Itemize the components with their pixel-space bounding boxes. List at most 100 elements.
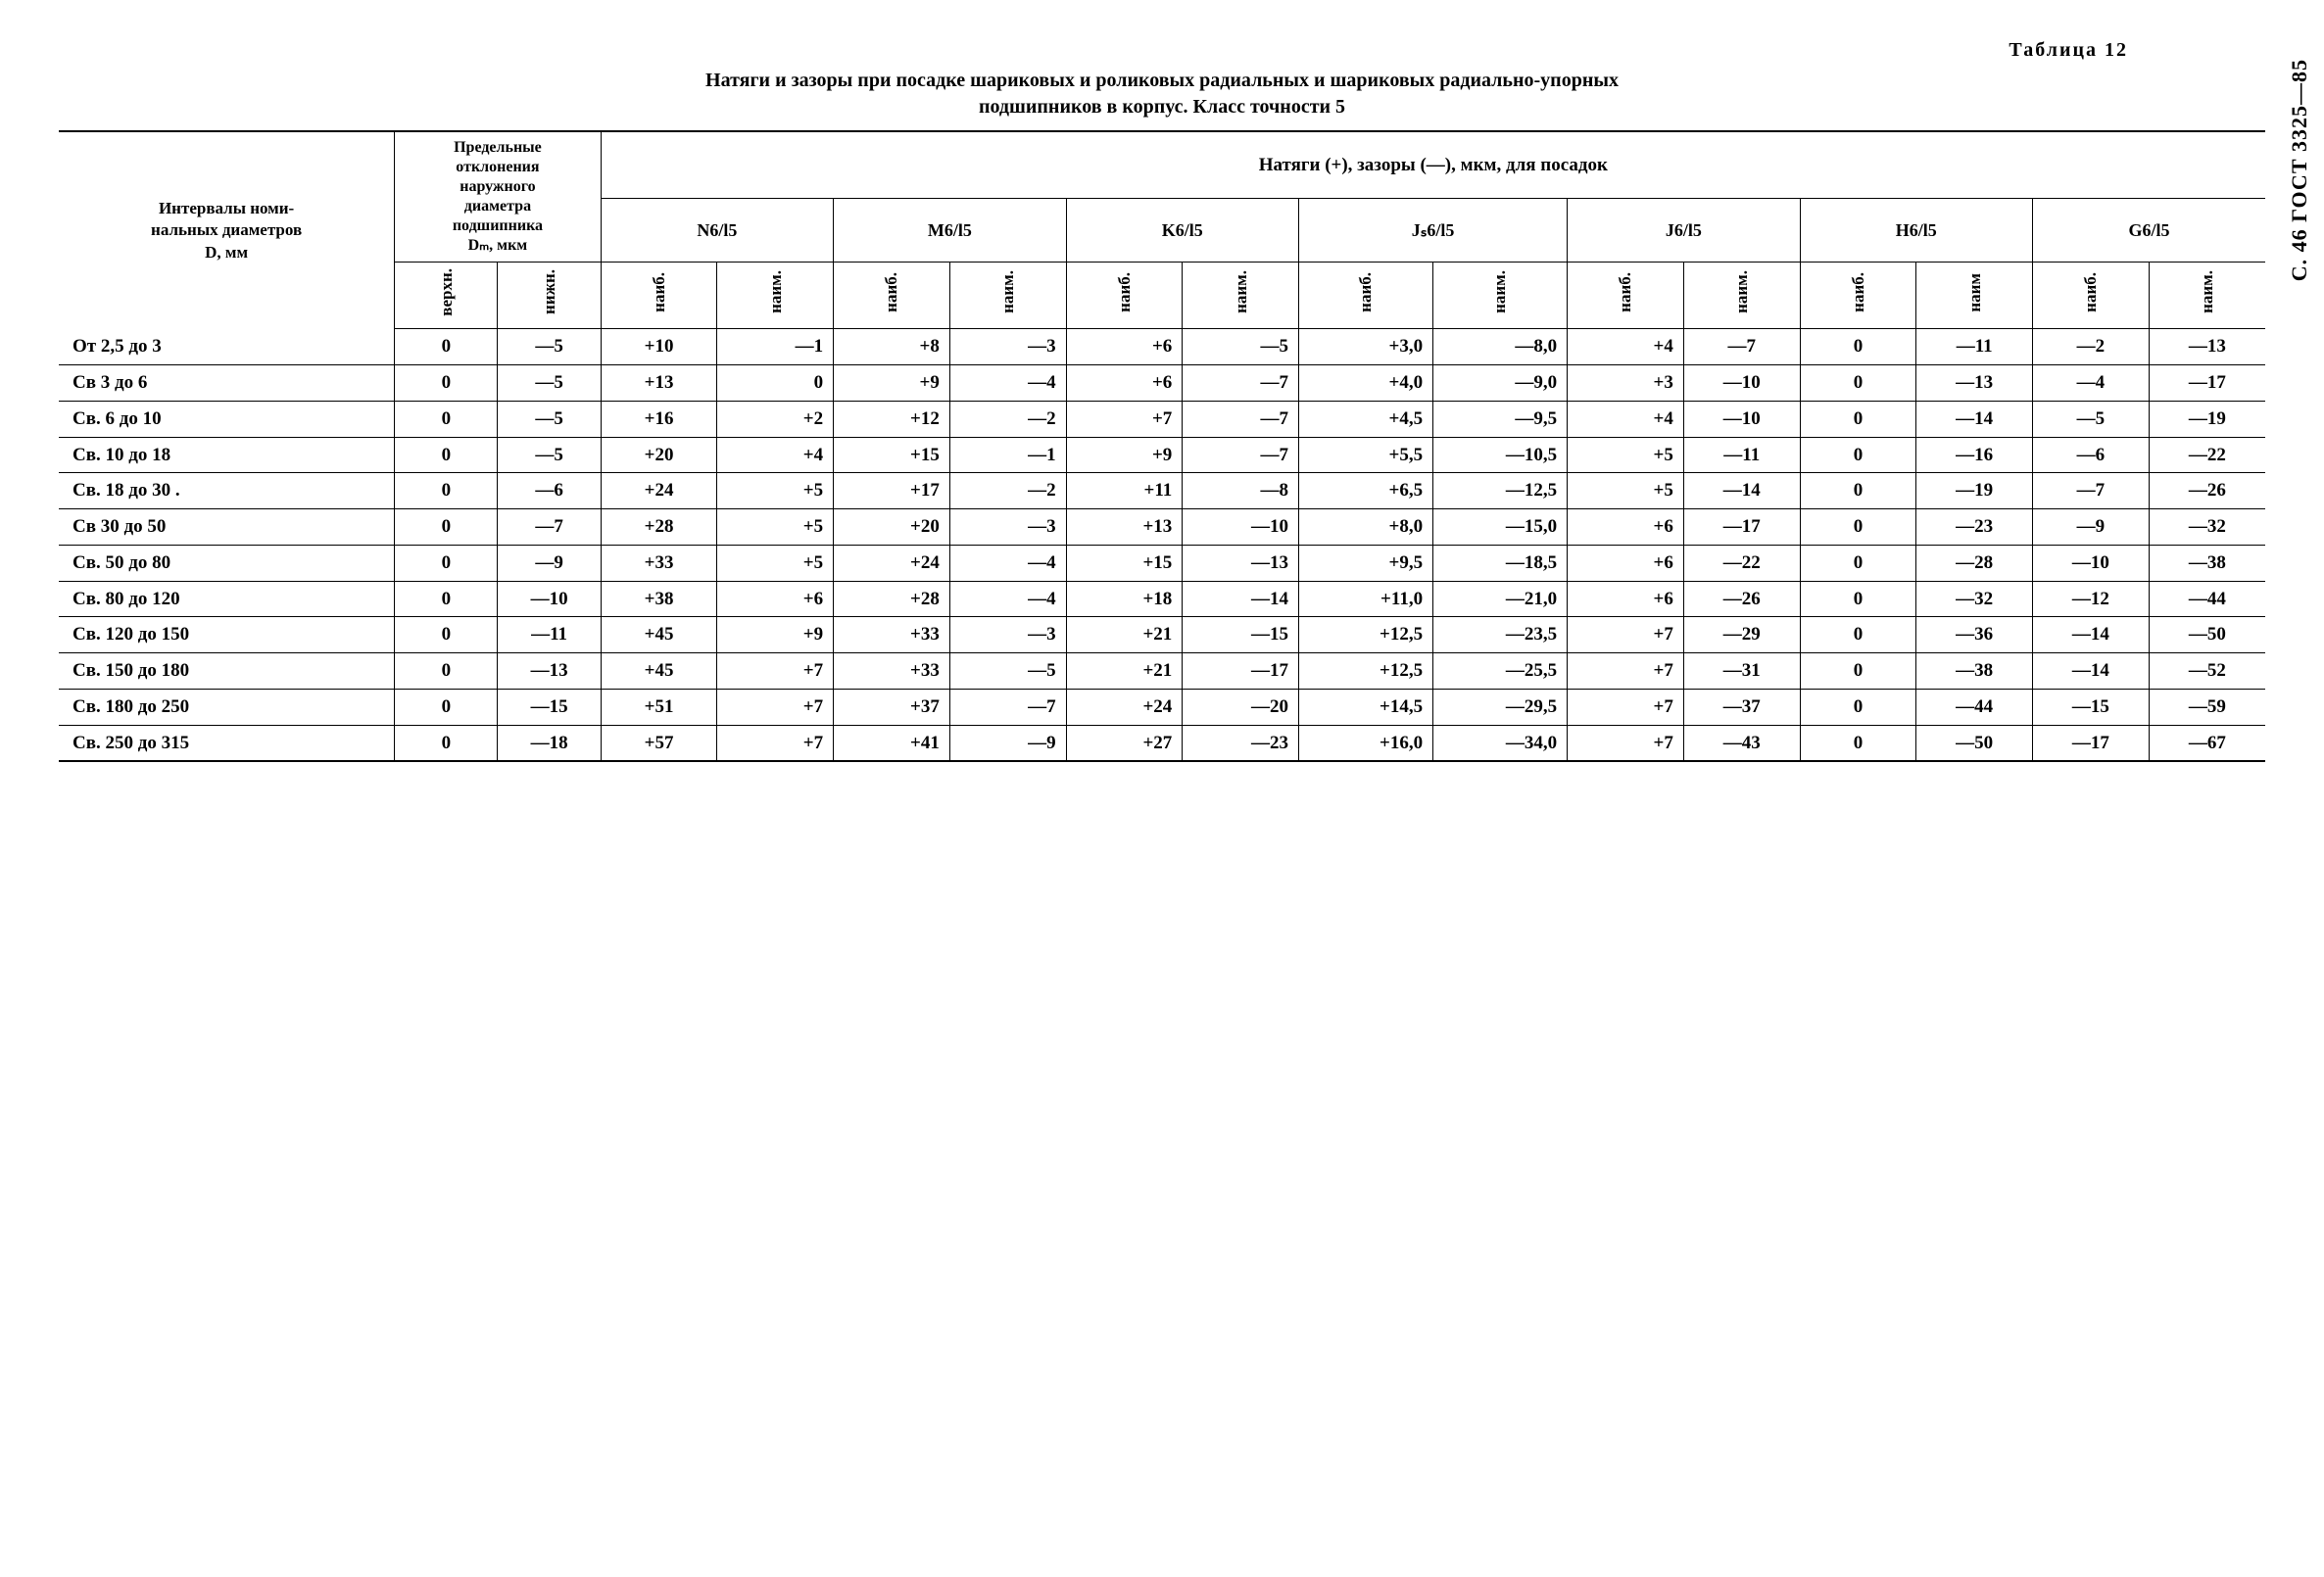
cell-lower: —15	[498, 689, 601, 725]
cell-n-max: +10	[601, 329, 717, 365]
table-number: Таблица 12	[59, 39, 2128, 62]
cell-h-min: —19	[1916, 473, 2033, 509]
cell-k-min: —14	[1183, 581, 1299, 617]
cell-j-min: —10	[1683, 401, 1800, 437]
hdr-dev-upper: верхн.	[395, 263, 498, 329]
cell-g-min: —13	[2149, 329, 2265, 365]
cell-j-max: +3	[1568, 365, 1684, 402]
cell-upper: 0	[395, 581, 498, 617]
cell-lower: —9	[498, 545, 601, 581]
cell-interval: Св. 18 до 30 .	[59, 473, 395, 509]
cell-n-min: +2	[717, 401, 834, 437]
cell-h-min: —44	[1916, 689, 2033, 725]
cell-js-max: +6,5	[1299, 473, 1433, 509]
hdr-m6-min: наим.	[949, 263, 1066, 329]
cell-k-min: —7	[1183, 365, 1299, 402]
title-line2: подшипников в корпус. Класс точности 5	[979, 96, 1345, 118]
cell-k-min: —7	[1183, 437, 1299, 473]
hdr-k6-min: наим.	[1183, 263, 1299, 329]
hdr-fits-spanner: Натяги (+), зазоры (—), мкм, для посадок	[601, 131, 2265, 198]
cell-n-min: +5	[717, 545, 834, 581]
cell-h-max: 0	[1800, 473, 1916, 509]
cell-n-max: +51	[601, 689, 717, 725]
cell-k-min: —20	[1183, 689, 1299, 725]
cell-js-max: +11,0	[1299, 581, 1433, 617]
cell-interval: Св 3 до 6	[59, 365, 395, 402]
cell-h-min: —13	[1916, 365, 2033, 402]
cell-js-min: —18,5	[1433, 545, 1568, 581]
cell-h-max: 0	[1800, 509, 1916, 546]
hdr-g6-max: наиб.	[2033, 263, 2150, 329]
cell-k-max: +11	[1066, 473, 1183, 509]
cell-m-min: —5	[949, 653, 1066, 690]
cell-h-min: —16	[1916, 437, 2033, 473]
cell-upper: 0	[395, 329, 498, 365]
cell-n-min: 0	[717, 365, 834, 402]
cell-h-max: 0	[1800, 401, 1916, 437]
cell-js-max: +12,5	[1299, 653, 1433, 690]
table-body: От 2,5 до 30—5+10—1+8—3+6—5+3,0—8,0+4—70…	[59, 329, 2265, 762]
cell-j-max: +5	[1568, 473, 1684, 509]
hdr-g6-min: наим.	[2149, 263, 2265, 329]
cell-upper: 0	[395, 689, 498, 725]
hdr-n6-min: наим.	[717, 263, 834, 329]
cell-n-max: +33	[601, 545, 717, 581]
cell-lower: —5	[498, 329, 601, 365]
cell-js-min: —12,5	[1433, 473, 1568, 509]
cell-h-max: 0	[1800, 437, 1916, 473]
cell-j-min: —14	[1683, 473, 1800, 509]
cell-n-max: +13	[601, 365, 717, 402]
cell-m-max: +33	[834, 653, 950, 690]
cell-g-min: —17	[2149, 365, 2265, 402]
cell-g-max: —4	[2033, 365, 2150, 402]
cell-g-min: —59	[2149, 689, 2265, 725]
cell-h-min: —38	[1916, 653, 2033, 690]
cell-n-max: +20	[601, 437, 717, 473]
cell-js-min: —9,0	[1433, 365, 1568, 402]
cell-n-min: +7	[717, 653, 834, 690]
cell-j-min: —22	[1683, 545, 1800, 581]
cell-interval: Св. 150 до 180	[59, 653, 395, 690]
table-row: Св. 50 до 800—9+33+5+24—4+15—13+9,5—18,5…	[59, 545, 2265, 581]
cell-js-min: —25,5	[1433, 653, 1568, 690]
cell-n-min: +4	[717, 437, 834, 473]
cell-g-min: —44	[2149, 581, 2265, 617]
table-row: Св. 180 до 2500—15+51+7+37—7+24—20+14,5—…	[59, 689, 2265, 725]
cell-g-max: —9	[2033, 509, 2150, 546]
table-row: Св. 120 до 1500—11+45+9+33—3+21—15+12,5—…	[59, 617, 2265, 653]
cell-lower: —5	[498, 401, 601, 437]
cell-h-max: 0	[1800, 545, 1916, 581]
hdr-m6-max: наиб.	[834, 263, 950, 329]
cell-k-min: —5	[1183, 329, 1299, 365]
cell-h-max: 0	[1800, 689, 1916, 725]
cell-n-min: +7	[717, 689, 834, 725]
hdr-fit-g6: G6/l5	[2033, 198, 2265, 262]
cell-k-min: —17	[1183, 653, 1299, 690]
cell-n-min: +5	[717, 509, 834, 546]
cell-k-max: +6	[1066, 365, 1183, 402]
cell-h-min: —23	[1916, 509, 2033, 546]
cell-m-min: —3	[949, 329, 1066, 365]
hdr-fit-js6: Jₛ6/l5	[1299, 198, 1568, 262]
cell-h-max: 0	[1800, 365, 1916, 402]
cell-k-max: +15	[1066, 545, 1183, 581]
cell-interval: Св. 120 до 150	[59, 617, 395, 653]
cell-k-min: —10	[1183, 509, 1299, 546]
cell-j-max: +7	[1568, 653, 1684, 690]
cell-m-min: —2	[949, 473, 1066, 509]
table-row: Св. 10 до 180—5+20+4+15—1+9—7+5,5—10,5+5…	[59, 437, 2265, 473]
cell-g-min: —26	[2149, 473, 2265, 509]
cell-upper: 0	[395, 617, 498, 653]
cell-interval: Св. 6 до 10	[59, 401, 395, 437]
cell-lower: —18	[498, 725, 601, 761]
cell-j-max: +4	[1568, 329, 1684, 365]
cell-js-min: —15,0	[1433, 509, 1568, 546]
cell-m-min: —4	[949, 545, 1066, 581]
cell-m-min: —4	[949, 581, 1066, 617]
cell-h-max: 0	[1800, 653, 1916, 690]
hdr-js6-min: наим.	[1433, 263, 1568, 329]
cell-js-min: —34,0	[1433, 725, 1568, 761]
cell-k-max: +21	[1066, 617, 1183, 653]
cell-g-max: —12	[2033, 581, 2150, 617]
hdr-interval: Интервалы номи- нальных диаметров D, мм	[59, 131, 395, 329]
